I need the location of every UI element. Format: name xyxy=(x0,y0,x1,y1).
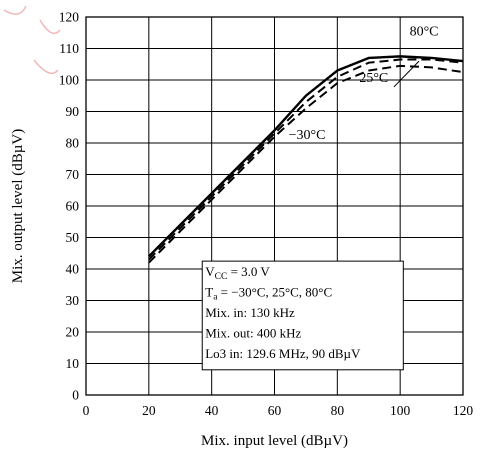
series-label-minus30c: −30°C xyxy=(289,128,326,143)
y-axis-label: Mix. output level (dBµV) xyxy=(10,129,26,283)
watermark-graphic xyxy=(3,5,61,75)
conditions-box-frame xyxy=(201,260,404,371)
tick-labels: 0 20 40 60 80 100 120 0 10 20 30 40 50 60 70 80 90 100 110… xyxy=(59,10,474,419)
y-tick-label: 90 xyxy=(66,104,80,119)
condition-lo3-in: Lo3 in: 129.6 MHz, 90 dBµV xyxy=(205,346,361,361)
y-tick-label: 30 xyxy=(66,293,80,308)
x-tick-label: 0 xyxy=(83,403,90,418)
x-tick-label: 120 xyxy=(453,403,474,418)
x-tick-label: 100 xyxy=(390,403,411,418)
y-tick-label: 110 xyxy=(59,41,79,56)
series-group xyxy=(147,55,464,264)
condition-vcc: VCC = 3.0 V xyxy=(205,264,270,282)
series-pointer-25c xyxy=(393,60,420,88)
x-tick-label: 40 xyxy=(205,403,219,418)
y-tick-label: 0 xyxy=(72,388,79,403)
series-line-1 xyxy=(148,58,464,261)
y-tick-label: 40 xyxy=(66,262,80,277)
y-tick-label: 70 xyxy=(66,167,80,182)
y-tick-label: 20 xyxy=(66,325,80,340)
conditions-box: VCC = 3.0 V Ta = −30°C, 25°C, 80°C Mix. … xyxy=(201,260,404,371)
plot-frame xyxy=(85,16,464,396)
x-tick-label: 20 xyxy=(142,403,156,418)
x-tick-label: 60 xyxy=(268,403,282,418)
condition-ta: Ta = −30°C, 25°C, 80°C xyxy=(205,285,332,303)
series-label-25c: 25°C xyxy=(359,71,388,86)
series-line-2 xyxy=(148,64,464,264)
y-tick-label: 120 xyxy=(59,10,80,25)
y-tick-label: 50 xyxy=(66,230,80,245)
x-tick-label: 80 xyxy=(331,403,345,418)
y-tick-label: 10 xyxy=(66,356,80,371)
series-label-80c: 80°C xyxy=(410,24,439,39)
series-line-0 xyxy=(147,55,464,258)
condition-mix-out: Mix. out: 400 kHz xyxy=(205,326,301,341)
y-tick-label: 80 xyxy=(66,136,80,151)
condition-mix-in: Mix. in: 130 kHz xyxy=(205,305,295,320)
x-axis-label: Mix. input level (dBµV) xyxy=(201,433,348,449)
y-tick-label: 60 xyxy=(66,199,80,214)
y-tick-label: 100 xyxy=(59,73,80,88)
